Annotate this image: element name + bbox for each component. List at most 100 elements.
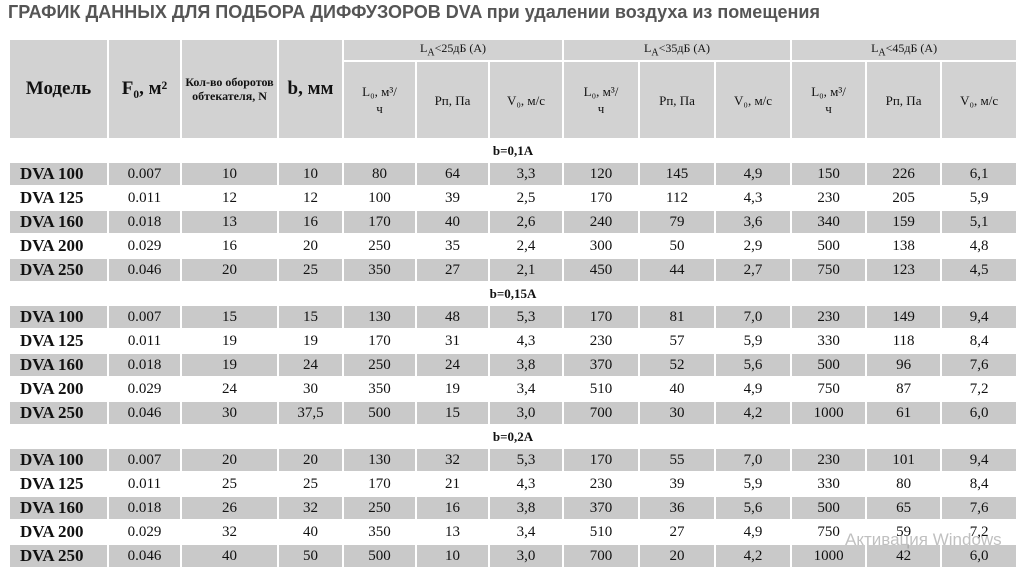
value-cell: 4,3 bbox=[487, 471, 565, 497]
value-cell: 15 bbox=[180, 304, 279, 330]
data-row: DVA 250 0.046 40 50 500 10 3,0 700 20 4,2 1000 42 6,… bbox=[8, 543, 1019, 569]
value-cell: 30 bbox=[277, 376, 344, 402]
subcolumn-label: V₀, м/с bbox=[734, 92, 773, 108]
value-cell: 510 bbox=[562, 376, 641, 402]
value-cell: 3,4 bbox=[487, 519, 565, 545]
value-cell: 64 bbox=[415, 161, 490, 187]
value-cell: 5,9 bbox=[714, 328, 793, 354]
data-row: DVA 200 0.029 32 40 350 13 3,4 510 27 4,9 750 59 7,2 bbox=[8, 519, 1019, 545]
subcolumn-header: Рп, Па bbox=[638, 60, 717, 140]
model-cell: DVA 100 bbox=[8, 304, 109, 330]
value-cell: 4,3 bbox=[714, 185, 793, 211]
value-cell: 4,2 bbox=[714, 400, 793, 426]
data-row: DVA 160 0.018 26 32 250 16 3,8 370 36 5,6 500 65 7,6 bbox=[8, 495, 1019, 521]
value-cell: 5,1 bbox=[940, 209, 1019, 235]
data-row: DVA 200 0.029 24 30 350 19 3,4 510 40 4,9 750 87 7,2 bbox=[8, 376, 1019, 402]
model-cell: DVA 250 bbox=[8, 543, 109, 569]
model-cell: DVA 125 bbox=[8, 328, 109, 354]
value-cell: 230 bbox=[562, 328, 641, 354]
value-cell: 32 bbox=[415, 447, 490, 473]
watermark: Активация Windows bbox=[845, 530, 1002, 549]
value-cell: 19 bbox=[415, 376, 490, 402]
value-cell: 9,4 bbox=[940, 304, 1019, 330]
value-cell: 10 bbox=[277, 161, 344, 187]
value-cell: 230 bbox=[790, 185, 868, 211]
value-cell: 750 bbox=[790, 376, 868, 402]
value-cell: 0.018 bbox=[107, 209, 182, 235]
data-row: DVA 160 0.018 19 24 250 24 3,8 370 52 5,6 500 96 7,6 bbox=[8, 352, 1019, 378]
value-cell: 240 bbox=[562, 209, 641, 235]
group-label-sub: A bbox=[878, 47, 886, 59]
value-cell: 170 bbox=[562, 447, 641, 473]
value-cell: 8,4 bbox=[940, 328, 1019, 354]
group-label-rest: <35дБ (A) bbox=[658, 41, 711, 56]
value-cell: 130 bbox=[342, 304, 417, 330]
value-cell: 500 bbox=[342, 400, 417, 426]
value-cell: 32 bbox=[277, 495, 344, 521]
group-label-sub: A bbox=[427, 47, 435, 59]
value-cell: 19 bbox=[180, 352, 279, 378]
value-cell: 7,6 bbox=[940, 352, 1019, 378]
value-cell: 10 bbox=[180, 161, 279, 187]
value-cell: 80 bbox=[865, 471, 943, 497]
value-cell: 39 bbox=[415, 185, 490, 211]
value-cell: 8,4 bbox=[940, 471, 1019, 497]
value-cell: 5,3 bbox=[487, 447, 565, 473]
value-cell: 138 bbox=[865, 233, 943, 259]
column-header: b, мм bbox=[277, 38, 344, 140]
value-cell: 37,5 bbox=[277, 400, 344, 426]
value-cell: 0.029 bbox=[107, 233, 182, 259]
value-cell: 4,3 bbox=[487, 328, 565, 354]
value-cell: 59 bbox=[865, 519, 943, 545]
subcolumn-label: L₀, м³/ч bbox=[583, 84, 619, 116]
value-cell: 40 bbox=[415, 209, 490, 235]
value-cell: 40 bbox=[180, 543, 279, 569]
value-cell: 226 bbox=[865, 161, 943, 187]
subcolumn-header: V₀, м/с bbox=[940, 60, 1019, 140]
value-cell: 57 bbox=[638, 328, 717, 354]
value-cell: 50 bbox=[277, 543, 344, 569]
value-cell: 330 bbox=[790, 328, 868, 354]
section-label: b=0,2A bbox=[7, 424, 1019, 449]
value-cell: 6,0 bbox=[940, 543, 1019, 569]
data-row: DVA 200 0.029 16 20 250 35 2,4 300 50 2,9 500 138 4,… bbox=[8, 233, 1019, 259]
group-header: LA<25дБ (A) bbox=[341, 38, 565, 62]
value-cell: 130 bbox=[342, 447, 417, 473]
value-cell: 3,0 bbox=[487, 543, 565, 569]
value-cell: 120 bbox=[562, 161, 641, 187]
value-cell: 750 bbox=[790, 257, 868, 283]
model-cell: DVA 100 bbox=[8, 161, 109, 187]
value-cell: 7,0 bbox=[714, 447, 793, 473]
value-cell: 35 bbox=[415, 233, 490, 259]
value-cell: 5,6 bbox=[714, 352, 793, 378]
model-cell: DVA 200 bbox=[8, 376, 109, 402]
value-cell: 79 bbox=[638, 209, 717, 235]
page-title: ГРАФИК ДАННЫХ ДЛЯ ПОДБОРА ДИФФУЗОРОВ DVA… bbox=[8, 2, 820, 22]
value-cell: 230 bbox=[790, 304, 868, 330]
model-cell: DVA 125 bbox=[8, 471, 109, 497]
value-cell: 19 bbox=[277, 328, 344, 354]
value-cell: 27 bbox=[415, 257, 490, 283]
value-cell: 230 bbox=[790, 447, 868, 473]
value-cell: 2,1 bbox=[487, 257, 565, 283]
model-cell: DVA 200 bbox=[8, 233, 109, 259]
data-table: Модель F₀, м² Кол-во оборотов обтекателя, … bbox=[7, 38, 1019, 569]
value-cell: 101 bbox=[865, 447, 943, 473]
value-cell: 20 bbox=[277, 233, 344, 259]
value-cell: 15 bbox=[277, 304, 344, 330]
value-cell: 25 bbox=[277, 257, 344, 283]
value-cell: 4,2 bbox=[714, 543, 793, 569]
subcolumn-header: Рп, Па bbox=[865, 60, 943, 140]
value-cell: 500 bbox=[790, 352, 868, 378]
model-cell: DVA 125 bbox=[8, 185, 109, 211]
value-cell: 2,7 bbox=[714, 257, 793, 283]
value-cell: 205 bbox=[865, 185, 943, 211]
value-cell: 87 bbox=[865, 376, 943, 402]
value-cell: 0.046 bbox=[107, 257, 182, 283]
value-cell: 150 bbox=[790, 161, 868, 187]
value-cell: 20 bbox=[180, 257, 279, 283]
value-cell: 0.011 bbox=[107, 185, 182, 211]
value-cell: 0.046 bbox=[107, 400, 182, 426]
value-cell: 0.018 bbox=[107, 352, 182, 378]
value-cell: 159 bbox=[865, 209, 943, 235]
